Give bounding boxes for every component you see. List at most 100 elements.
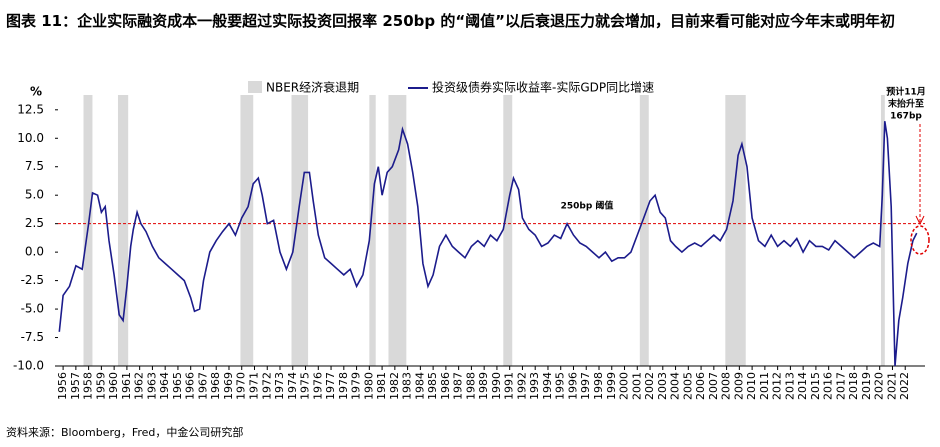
- x-tick-label: 1996: [566, 372, 579, 400]
- x-tick-label: 1971: [247, 372, 260, 400]
- x-tick-label: 1964: [158, 372, 171, 400]
- y-tick-label: 0.0: [25, 245, 44, 259]
- x-tick-label: 1984: [413, 372, 426, 400]
- x-tick-label: 1987: [452, 372, 465, 400]
- data-line: [58, 121, 918, 367]
- x-tick-label: 2002: [643, 372, 656, 400]
- x-tick-label: 1975: [299, 372, 312, 400]
- x-tick-label: 1972: [260, 372, 273, 400]
- threshold-label: 250bp 阈值: [561, 200, 614, 212]
- y-tick-label: -7.5: [21, 330, 44, 344]
- x-tick-label: 2010: [745, 372, 758, 400]
- y-tick-label: 7.5: [25, 159, 44, 173]
- legend-label: NBER经济衰退期: [266, 80, 359, 95]
- x-tick-label: 1991: [503, 372, 516, 400]
- x-tick-label: 1962: [133, 372, 146, 400]
- x-tick-label: 1993: [528, 372, 541, 400]
- recession-band: [388, 95, 407, 366]
- recession-band: [117, 95, 129, 366]
- x-tick-label: 1965: [171, 372, 184, 400]
- x-tick-label: 1981: [375, 372, 388, 400]
- x-tick-label: 1983: [401, 372, 414, 400]
- x-tick-label: 2004: [669, 372, 682, 400]
- y-tick-label: -2.5: [21, 273, 44, 287]
- x-tick-label: 1976: [311, 372, 324, 400]
- x-tick-label: 2014: [796, 372, 809, 400]
- x-tick-label: 1958: [82, 372, 95, 400]
- x-tick-label: 1969: [222, 372, 235, 400]
- x-tick-label: 2012: [771, 372, 784, 400]
- x-tick-label: 2016: [822, 372, 835, 400]
- y-tick-label: 10.0: [17, 131, 44, 145]
- x-tick-label: 2003: [656, 372, 669, 400]
- recession-band: [291, 95, 309, 366]
- x-tick-label: 1977: [324, 372, 337, 400]
- recession-band: [503, 95, 513, 366]
- annotation-arrowhead: [915, 215, 925, 226]
- y-tick-label: -5.0: [21, 302, 44, 316]
- x-tick-label: 2011: [758, 372, 771, 400]
- x-tick-label: 1986: [439, 372, 452, 400]
- x-tick-label: 2007: [707, 372, 720, 400]
- recession-band: [880, 95, 885, 366]
- annotation-circle: [910, 225, 930, 255]
- chart-title: 图表 11：企业实际融资成本一般要超过实际投资回报率 250bp 的“阈值”以后…: [6, 12, 896, 30]
- x-tick-label: 1998: [592, 372, 605, 400]
- x-tick-label: 1963: [145, 372, 158, 400]
- x-tick-label: 1982: [388, 372, 401, 400]
- x-tick-label: 2000: [618, 372, 631, 400]
- x-tick-label: 1978: [337, 372, 350, 400]
- x-tick-label: 1980: [362, 372, 375, 400]
- recession-band: [725, 95, 746, 366]
- x-tick-label: 1999: [605, 372, 618, 400]
- x-tick-label: 1979: [350, 372, 363, 400]
- x-tick-label: 1988: [464, 372, 477, 400]
- x-tick-label: 1994: [541, 372, 554, 400]
- legend-swatch: [248, 81, 262, 93]
- x-tick-label: 2009: [732, 372, 745, 400]
- annotation: 末抬升至: [887, 98, 924, 110]
- y-tick-label: 5.0: [25, 188, 44, 202]
- x-tick-label: 2001: [630, 372, 643, 400]
- x-tick-label: 2019: [860, 372, 873, 400]
- legend-label: 投资级债券实际收益率-实际GDP同比增速: [432, 80, 654, 95]
- x-tick-label: 1968: [209, 372, 222, 400]
- x-tick-label: 2018: [847, 372, 860, 400]
- recession-band: [639, 95, 649, 366]
- x-tick-label: 1992: [515, 372, 528, 400]
- annotation: 167bp: [890, 112, 922, 122]
- x-tick-label: 1960: [107, 372, 120, 400]
- recession-band: [240, 95, 254, 366]
- x-tick-label: 1967: [196, 372, 209, 400]
- recession-band: [369, 95, 376, 366]
- x-tick-label: 1973: [273, 372, 286, 400]
- y-tick-label: 2.5: [25, 216, 44, 230]
- x-tick-label: 1961: [120, 372, 133, 400]
- x-tick-label: 2013: [783, 372, 796, 400]
- x-tick-label: 2017: [834, 372, 847, 400]
- x-tick-label: 1985: [426, 372, 439, 400]
- x-tick-label: 2020: [873, 372, 886, 400]
- x-tick-label: 1970: [235, 372, 248, 400]
- x-tick-label: 2008: [720, 372, 733, 400]
- y-tick-label: 12.5: [17, 102, 44, 116]
- x-tick-label: 2015: [809, 372, 822, 400]
- x-tick-label: 2006: [694, 372, 707, 400]
- x-tick-label: 1957: [69, 372, 82, 400]
- x-tick-label: 1995: [554, 372, 567, 400]
- x-tick-label: 1990: [490, 372, 503, 400]
- x-tick-label: 1997: [579, 372, 592, 400]
- x-tick-label: 2022: [898, 372, 911, 400]
- y-unit: %: [30, 85, 42, 99]
- x-tick-label: 1959: [94, 372, 107, 400]
- x-tick-label: 2005: [681, 372, 694, 400]
- y-tick-label: -10.0: [13, 359, 44, 373]
- x-tick-label: 1956: [56, 372, 69, 400]
- x-tick-label: 1966: [184, 372, 197, 400]
- x-tick-label: 1974: [286, 372, 299, 400]
- x-tick-label: 2021: [885, 372, 898, 400]
- x-tick-label: 1989: [477, 372, 490, 400]
- source: 资料来源：Bloomberg，Fred，中金公司研究部: [6, 425, 243, 439]
